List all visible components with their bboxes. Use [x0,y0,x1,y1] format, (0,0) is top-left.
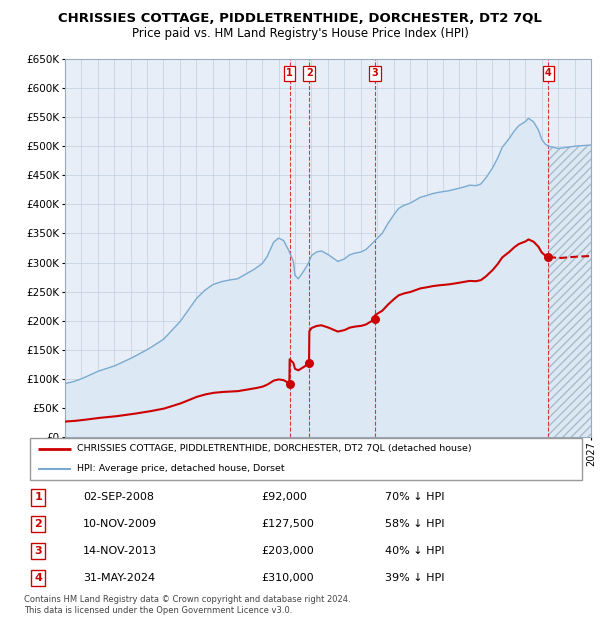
Text: 2: 2 [306,68,313,78]
Text: £310,000: £310,000 [261,573,314,583]
Text: 2: 2 [34,519,42,529]
Text: 4: 4 [34,573,42,583]
Text: 58% ↓ HPI: 58% ↓ HPI [385,519,445,529]
Text: 39% ↓ HPI: 39% ↓ HPI [385,573,445,583]
Text: Price paid vs. HM Land Registry's House Price Index (HPI): Price paid vs. HM Land Registry's House … [131,27,469,40]
Text: £92,000: £92,000 [261,492,307,502]
Text: 3: 3 [34,546,42,556]
Text: 3: 3 [372,68,379,78]
Text: 70% ↓ HPI: 70% ↓ HPI [385,492,445,502]
Text: 14-NOV-2013: 14-NOV-2013 [83,546,157,556]
Text: CHRISSIES COTTAGE, PIDDLETRENTHIDE, DORCHESTER, DT2 7QL (detached house): CHRISSIES COTTAGE, PIDDLETRENTHIDE, DORC… [77,444,472,453]
Text: 31-MAY-2024: 31-MAY-2024 [83,573,155,583]
Text: £127,500: £127,500 [261,519,314,529]
Text: 1: 1 [286,68,293,78]
Text: 40% ↓ HPI: 40% ↓ HPI [385,546,445,556]
Text: HPI: Average price, detached house, Dorset: HPI: Average price, detached house, Dors… [77,464,284,474]
Text: 10-NOV-2009: 10-NOV-2009 [83,519,157,529]
Text: £203,000: £203,000 [261,546,314,556]
Text: 02-SEP-2008: 02-SEP-2008 [83,492,154,502]
Text: 4: 4 [545,68,552,78]
Text: CHRISSIES COTTAGE, PIDDLETRENTHIDE, DORCHESTER, DT2 7QL: CHRISSIES COTTAGE, PIDDLETRENTHIDE, DORC… [58,12,542,25]
Text: 1: 1 [34,492,42,502]
Text: Contains HM Land Registry data © Crown copyright and database right 2024.
This d: Contains HM Land Registry data © Crown c… [24,595,350,614]
